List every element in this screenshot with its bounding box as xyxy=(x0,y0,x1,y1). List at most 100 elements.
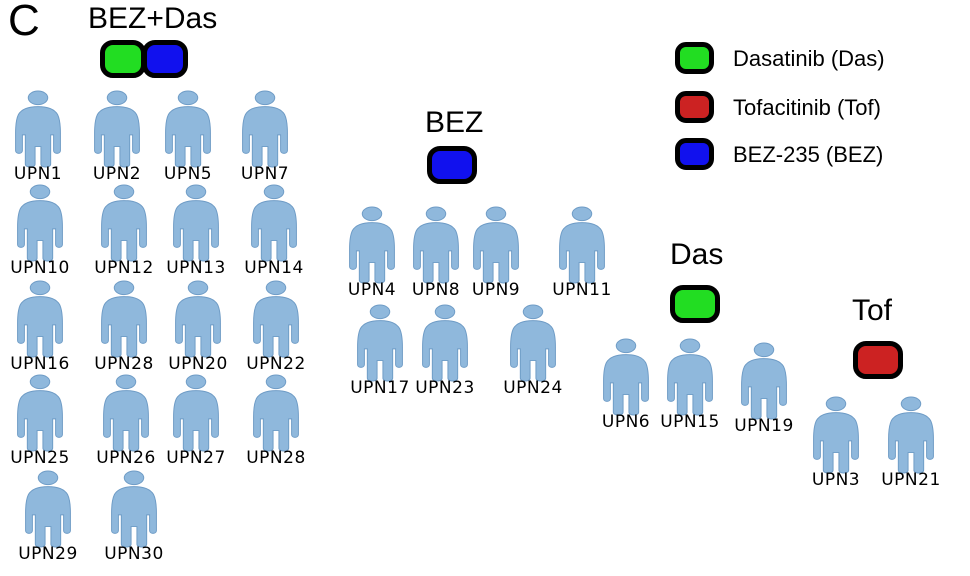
patient-figure: UPN1 xyxy=(0,90,76,186)
patient-label: UPN7 xyxy=(240,164,290,184)
person-head xyxy=(113,280,135,296)
person-icon xyxy=(242,90,288,168)
patient-figure: UPN4 xyxy=(334,206,410,302)
patient-figure: UPN28 xyxy=(238,374,314,470)
person-icon xyxy=(473,206,519,284)
person-body xyxy=(15,106,61,168)
patient-label: UPN26 xyxy=(96,448,156,468)
person-body xyxy=(251,200,297,262)
person-icon xyxy=(173,374,219,452)
person-head xyxy=(29,374,51,390)
patient-label: UPN25 xyxy=(10,448,70,468)
patient-label: UPN20 xyxy=(168,354,228,374)
legend-label-dasatinib: Dasatinib (Das) xyxy=(733,46,885,71)
person-head xyxy=(29,280,51,296)
person-icon xyxy=(349,206,395,284)
patient-label: UPN27 xyxy=(166,448,226,468)
patient-figure: UPN24 xyxy=(495,304,571,400)
person-head xyxy=(185,184,207,200)
legend-label-bez: BEZ-235 (BEZ) xyxy=(733,142,884,167)
patient-label: UPN2 xyxy=(92,164,142,184)
person-head xyxy=(571,206,593,222)
person-icon xyxy=(165,90,211,168)
drug-pill-bez xyxy=(427,146,477,184)
patient-label: UPN9 xyxy=(471,280,521,300)
patient-figure: UPN27 xyxy=(158,374,234,470)
person-icon xyxy=(111,470,157,548)
patient-figure: UPN16 xyxy=(2,280,78,376)
person-icon xyxy=(413,206,459,284)
patient-figure: UPN8 xyxy=(398,206,474,302)
person-icon xyxy=(17,374,63,452)
person-head xyxy=(187,280,209,296)
person-icon xyxy=(667,338,713,416)
patient-label: UPN3 xyxy=(811,470,861,490)
patient-label: UPN13 xyxy=(166,258,226,278)
patient-label: UPN4 xyxy=(347,280,397,300)
group-title-bez-das: BEZ+Das xyxy=(88,2,218,35)
person-icon xyxy=(103,374,149,452)
person-head xyxy=(115,374,137,390)
legend-swatch-tofacitinib xyxy=(675,91,714,123)
patient-label: UPN10 xyxy=(10,258,70,278)
patient-label: UPN5 xyxy=(163,164,213,184)
person-head xyxy=(254,90,276,106)
drug-pill-das xyxy=(100,40,146,78)
person-head xyxy=(29,184,51,200)
patient-figure: UPN14 xyxy=(236,184,312,280)
person-icon xyxy=(25,470,71,548)
person-body xyxy=(94,106,140,168)
person-body xyxy=(253,296,299,358)
patient-label: UPN12 xyxy=(94,258,154,278)
person-icon xyxy=(357,304,403,382)
person-icon xyxy=(17,280,63,358)
person-head xyxy=(265,280,287,296)
patient-label: UPN8 xyxy=(411,280,461,300)
patient-figure: UPN2 xyxy=(79,90,155,186)
person-head xyxy=(113,184,135,200)
patient-figure: UPN6 xyxy=(588,338,664,434)
patient-figure: UPN20 xyxy=(160,280,236,376)
patient-figure: UPN23 xyxy=(407,304,483,400)
person-body xyxy=(357,320,403,382)
person-head xyxy=(485,206,507,222)
person-head xyxy=(177,90,199,106)
patient-figure: UPN11 xyxy=(544,206,620,302)
patient-figure: UPN29 xyxy=(10,470,86,566)
person-head xyxy=(900,396,922,412)
person-head xyxy=(37,470,59,486)
person-body xyxy=(103,390,149,452)
patient-figure: UPN25 xyxy=(2,374,78,470)
patient-label: UPN17 xyxy=(350,378,410,398)
person-icon xyxy=(603,338,649,416)
person-head xyxy=(369,304,391,320)
person-body xyxy=(413,222,459,284)
person-icon xyxy=(422,304,468,382)
patient-label: UPN19 xyxy=(734,416,794,436)
person-icon xyxy=(251,184,297,262)
patient-figure: UPN15 xyxy=(652,338,728,434)
patient-label: UPN28 xyxy=(246,448,306,468)
person-body xyxy=(603,354,649,416)
patient-label: UPN16 xyxy=(10,354,70,374)
patient-label: UPN15 xyxy=(660,412,720,432)
person-body xyxy=(17,296,63,358)
patient-label: UPN14 xyxy=(244,258,304,278)
person-icon xyxy=(101,184,147,262)
drug-pill-das xyxy=(670,285,720,323)
person-icon xyxy=(173,184,219,262)
person-head xyxy=(825,396,847,412)
person-icon xyxy=(813,396,859,474)
person-head xyxy=(123,470,145,486)
person-body xyxy=(813,412,859,474)
patient-figure: UPN19 xyxy=(726,342,802,438)
person-body xyxy=(422,320,468,382)
person-head xyxy=(265,374,287,390)
person-body xyxy=(101,200,147,262)
patient-label: UPN28 xyxy=(94,354,154,374)
person-icon xyxy=(17,184,63,262)
group-title-bez: BEZ xyxy=(425,106,484,139)
person-body xyxy=(349,222,395,284)
patient-figure: UPN21 xyxy=(873,396,949,492)
legend-swatch-bez xyxy=(675,138,714,170)
